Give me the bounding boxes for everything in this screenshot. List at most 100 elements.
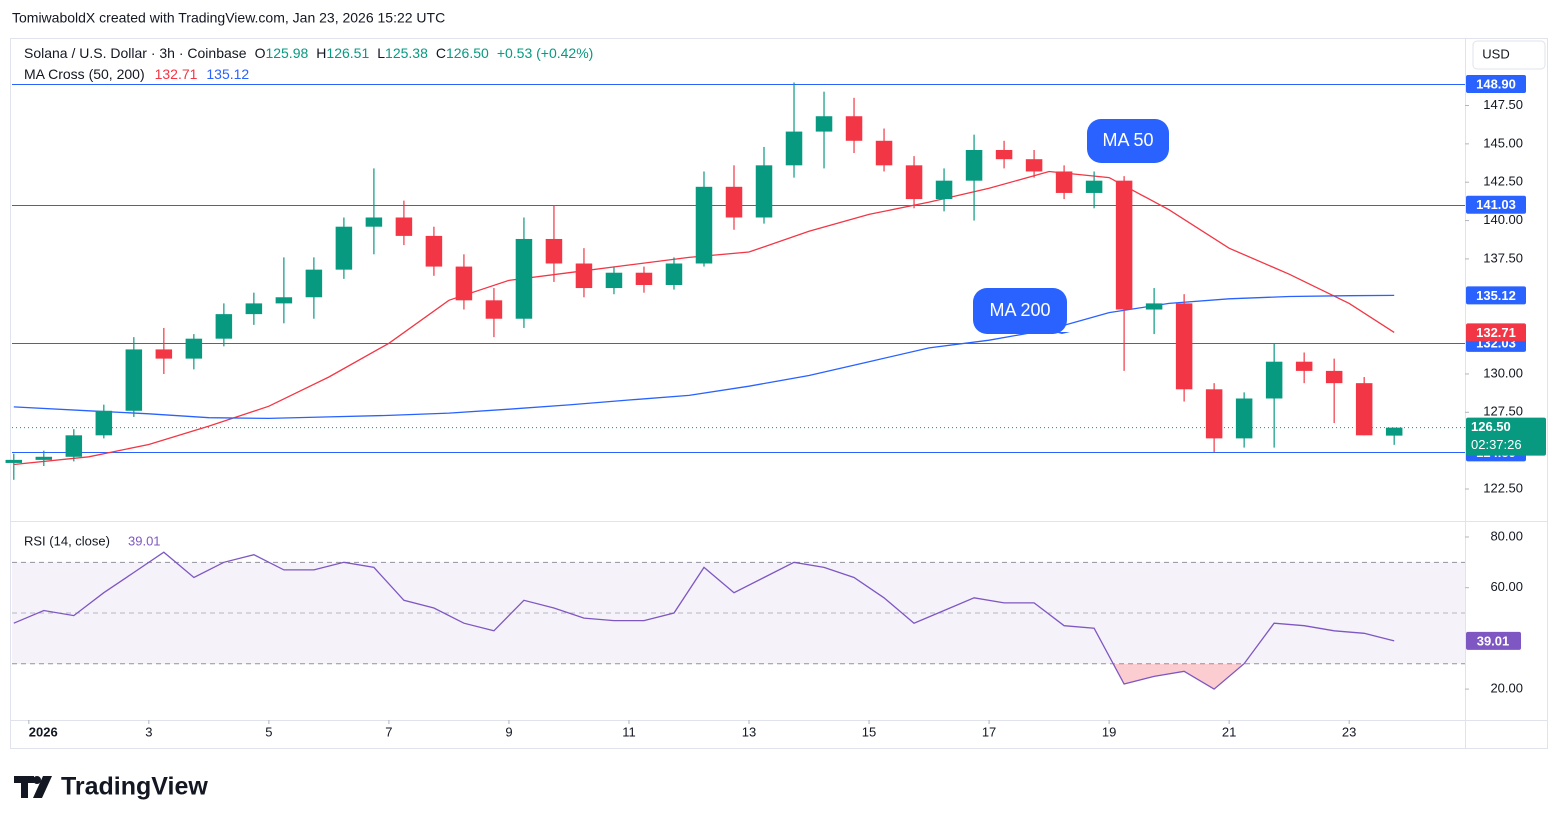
price-tag-bg bbox=[1466, 417, 1546, 456]
rsi-line bbox=[13, 551, 1395, 690]
candle-body bbox=[725, 186, 743, 218]
candle-body bbox=[455, 266, 473, 301]
x-tick-label: 5 bbox=[265, 724, 272, 739]
candle-body bbox=[95, 410, 113, 436]
candle-body bbox=[5, 459, 23, 463]
candle-body bbox=[1325, 370, 1343, 384]
stat-key: H bbox=[316, 45, 326, 61]
candle-body bbox=[665, 263, 683, 285]
candle-body bbox=[1055, 171, 1073, 193]
stat-key: C bbox=[436, 45, 446, 61]
candle-body bbox=[65, 435, 83, 457]
rsi-tag-bg bbox=[1466, 631, 1521, 650]
candle-body bbox=[1385, 427, 1403, 436]
candle-body bbox=[575, 263, 593, 289]
candle-body bbox=[245, 303, 263, 315]
stat-value: 125.38 bbox=[385, 45, 428, 61]
stat-value: 126.51 bbox=[326, 45, 369, 61]
candle-body bbox=[1355, 383, 1373, 436]
symbol-title: Solana / U.S. Dollar · 3h · Coinbase bbox=[24, 45, 247, 61]
logo-slash bbox=[33, 776, 52, 798]
candle-body bbox=[1265, 361, 1283, 399]
candle-body bbox=[845, 116, 863, 141]
candle-body bbox=[425, 235, 443, 267]
candle-body bbox=[1085, 180, 1103, 193]
attribution: TomiwaboldX created with TradingView.com… bbox=[12, 10, 445, 26]
x-tick-label: 13 bbox=[742, 724, 756, 739]
level-tag: 148.90 bbox=[1476, 76, 1516, 91]
y-tick-label: 137.50 bbox=[1483, 250, 1523, 265]
stat-key: L bbox=[377, 45, 385, 61]
x-tick-label: 3 bbox=[145, 724, 152, 739]
x-tick-label: 21 bbox=[1222, 724, 1236, 739]
candle-body bbox=[125, 349, 143, 411]
stat-value: 125.98 bbox=[265, 45, 308, 61]
rsi-legend-value: 39.01 bbox=[128, 533, 161, 548]
candle-body bbox=[485, 300, 503, 319]
rsi-y-tick-label: 80.00 bbox=[1490, 528, 1523, 543]
indicator-legend: MA Cross (50, 200) 132.71 135.12 bbox=[24, 66, 249, 82]
candle-body bbox=[965, 149, 983, 181]
change: +0.53 (+0.42%) bbox=[497, 45, 594, 61]
y-tick-label: 140.00 bbox=[1483, 212, 1523, 227]
level-tag: 141.03 bbox=[1476, 197, 1516, 212]
candle-body bbox=[995, 149, 1013, 160]
candle-body bbox=[815, 116, 833, 132]
rsi-y-tick-label: 20.00 bbox=[1490, 681, 1523, 696]
candle-body bbox=[875, 140, 893, 166]
candle-body bbox=[1235, 398, 1253, 439]
ma-tag: 132.71 bbox=[1476, 325, 1516, 340]
candle-body bbox=[635, 272, 653, 285]
candle-body bbox=[515, 238, 533, 319]
currency-button[interactable] bbox=[1472, 40, 1546, 70]
candle-body bbox=[1115, 180, 1133, 310]
candle-body bbox=[365, 217, 383, 227]
candle-body bbox=[605, 272, 623, 289]
y-tick-label: 127.50 bbox=[1483, 404, 1523, 419]
annotation-bubble bbox=[973, 288, 1067, 334]
ma-tag-bg bbox=[1466, 286, 1526, 305]
y-tick-label: 122.50 bbox=[1483, 480, 1523, 495]
rsi-y-tick-label: 60.00 bbox=[1490, 579, 1523, 594]
ma-line bbox=[13, 294, 1395, 420]
candle-body bbox=[1025, 159, 1043, 172]
countdown: 02:37:26 bbox=[1471, 437, 1522, 452]
ma-tag-bg bbox=[1466, 323, 1526, 342]
x-tick-label: 7 bbox=[385, 724, 392, 739]
rsi-tag: 39.01 bbox=[1477, 633, 1510, 648]
x-tick-label: 15 bbox=[862, 724, 876, 739]
y-tick-label: 142.50 bbox=[1483, 174, 1523, 189]
candle-body bbox=[155, 349, 173, 359]
logo-mark bbox=[14, 776, 52, 798]
candle-body bbox=[1175, 303, 1193, 390]
candle-body bbox=[905, 165, 923, 200]
currency: USD bbox=[1482, 46, 1509, 61]
indicator-value: 132.71 bbox=[155, 66, 198, 82]
x-tick-label: 11 bbox=[622, 724, 636, 739]
candle-body bbox=[1145, 303, 1163, 310]
candle-body bbox=[35, 456, 53, 460]
candle-body bbox=[1295, 361, 1313, 371]
candle-body bbox=[215, 314, 233, 339]
annotation-text: MA 200 bbox=[989, 300, 1050, 320]
price-tag: 126.50 bbox=[1471, 419, 1511, 434]
candle-body bbox=[935, 180, 953, 200]
candle-body bbox=[1205, 389, 1223, 439]
candle-body bbox=[335, 226, 353, 270]
x-tick-label: 2026 bbox=[29, 724, 58, 739]
x-tick-label: 19 bbox=[1102, 724, 1116, 739]
legend-line: Solana / U.S. Dollar · 3h · Coinbase O125… bbox=[24, 45, 593, 61]
level-tag-bg bbox=[1466, 195, 1526, 214]
logo-dot bbox=[33, 776, 41, 784]
x-tick-label: 17 bbox=[982, 724, 996, 739]
y-tick-label: 130.00 bbox=[1483, 365, 1523, 380]
y-tick-label: 145.00 bbox=[1483, 135, 1523, 150]
stat-value: 126.50 bbox=[446, 45, 489, 61]
annotation-bubble bbox=[1087, 119, 1169, 163]
indicator-name: MA Cross (50, 200) bbox=[24, 66, 145, 82]
candle-body bbox=[185, 338, 203, 359]
candle-body bbox=[275, 297, 293, 304]
candle-body bbox=[545, 238, 563, 264]
candle-body bbox=[305, 269, 323, 298]
